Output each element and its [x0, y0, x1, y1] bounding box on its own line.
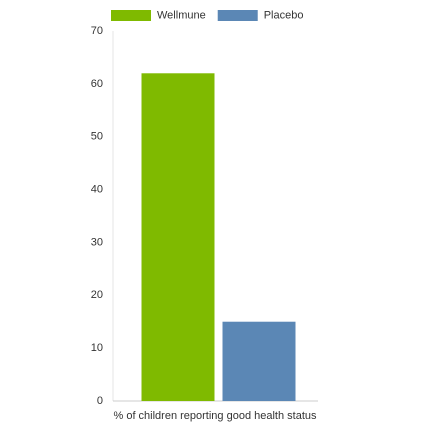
y-tick-label: 60 [91, 78, 103, 90]
y-tick-label: 70 [91, 25, 103, 37]
y-tick-label: 10 [91, 342, 103, 354]
legend-swatch [217, 10, 258, 21]
bar [222, 321, 296, 401]
y-tick-label: 40 [91, 183, 103, 195]
legend-label: Wellmune [157, 9, 206, 21]
y-tick-label: 30 [91, 236, 103, 248]
y-tick-label: 0 [97, 395, 103, 407]
y-tick-label: 50 [91, 131, 103, 143]
y-tick-label: 20 [91, 289, 103, 301]
legend-label: Placebo [264, 9, 304, 21]
legend-swatch [111, 10, 151, 21]
x-tick-label: % of children reporting good health stat… [113, 410, 317, 422]
bar [141, 73, 215, 402]
